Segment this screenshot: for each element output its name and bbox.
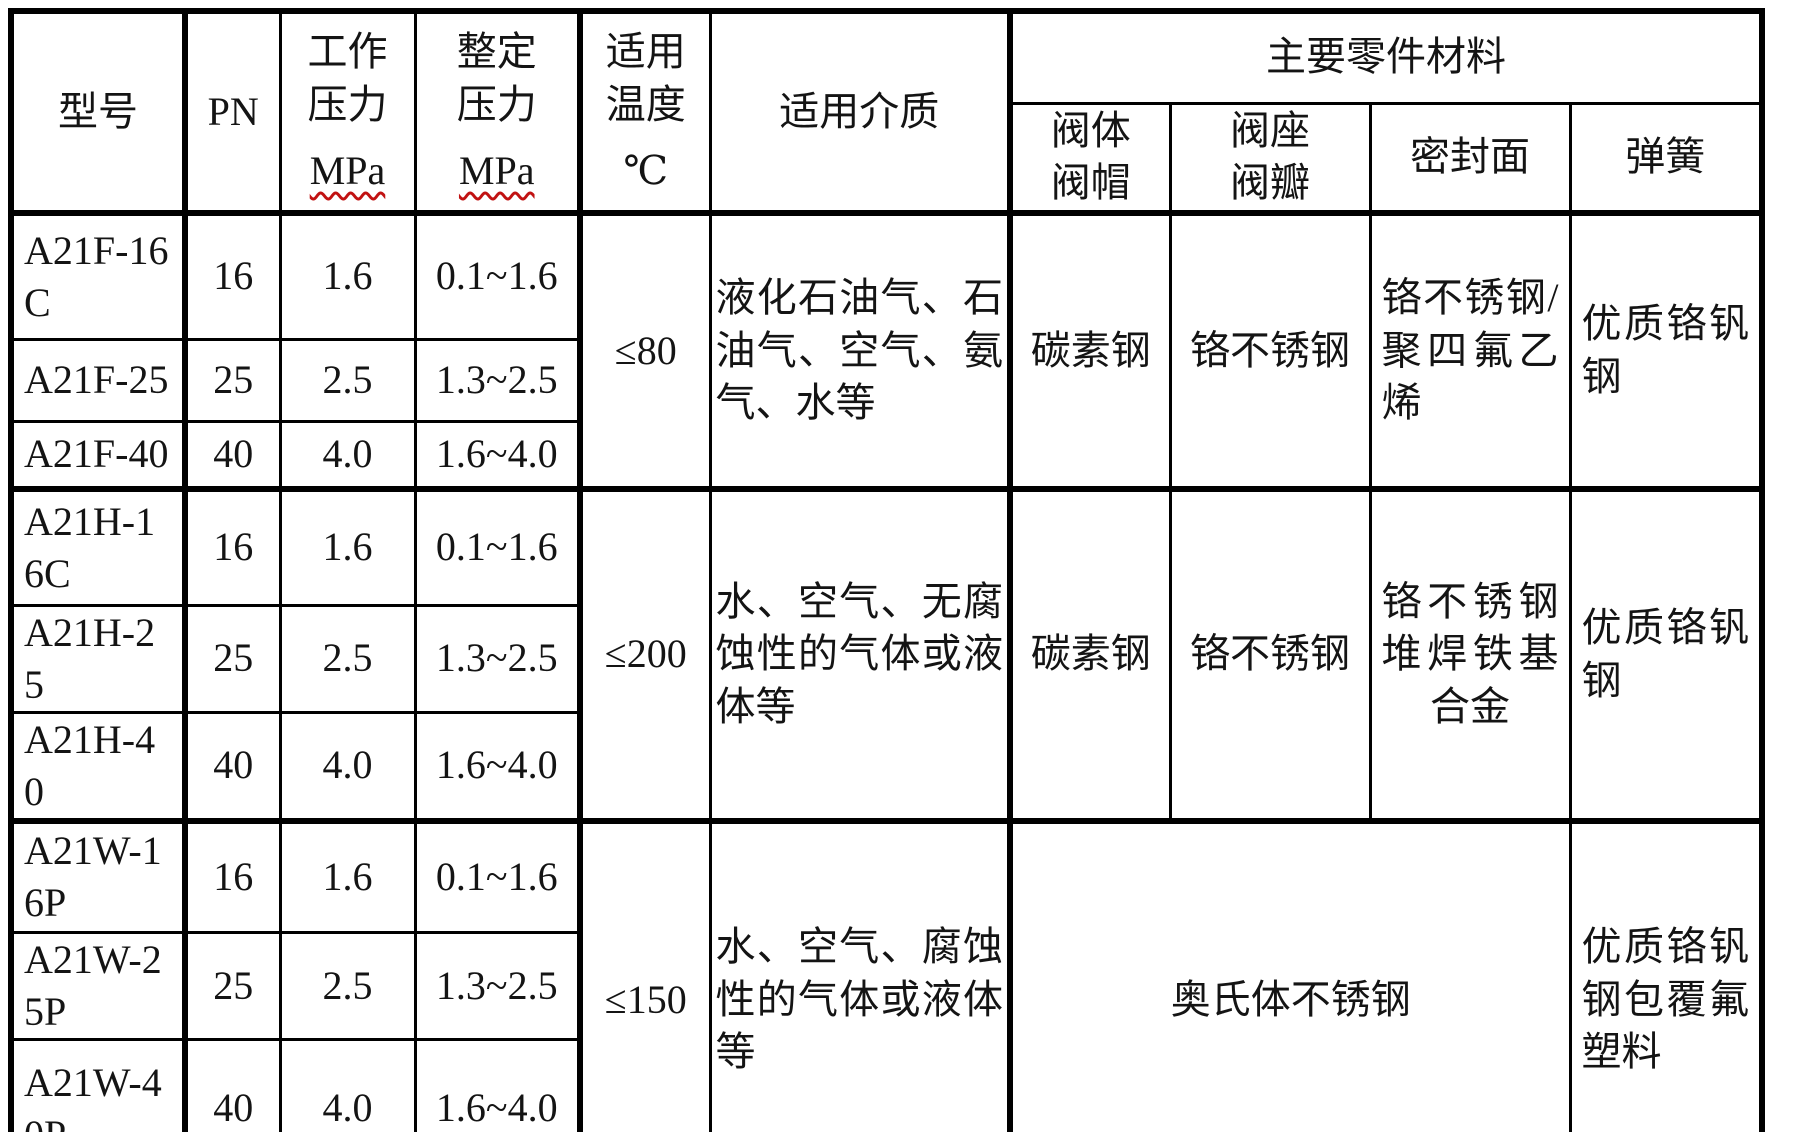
set-pressure-cell: 1.3~2.5 — [413, 931, 583, 1042]
model-cell: A21W-16P — [9, 817, 188, 935]
pn-cell: 16 — [183, 486, 282, 607]
header-materials-group: 主要零件材料 — [1008, 9, 1764, 105]
header-seat-disc: 阀座 阀瓣 — [1168, 101, 1372, 215]
table-row: A21H-25 25 2.5 1.3~2.5 — [9, 603, 1762, 714]
medium-cell: 水、空气、无腐蚀性的气体或液体等 — [708, 486, 1013, 823]
spring-cell: 优质铬钒钢包覆氟塑料 — [1568, 817, 1764, 1132]
header-temperature-label: 适用 温度 — [605, 28, 686, 127]
header-working-pressure-unit: MPa — [309, 148, 386, 194]
model-cell: A21F-25 — [9, 337, 188, 423]
temperature-cell: ≤150 — [578, 817, 712, 1132]
spring-cell: 优质铬钒钢 — [1568, 210, 1764, 491]
model-cell: A21H-40 — [9, 710, 188, 823]
table-row: A21H-40 40 4.0 1.6~4.0 — [9, 710, 1762, 823]
working-pressure-cell: 4.0 — [278, 419, 417, 491]
header-set-pressure-unit: MPa — [458, 148, 535, 194]
model-cell: A21F-40 — [9, 419, 188, 491]
set-pressure-cell: 1.6~4.0 — [413, 1038, 583, 1132]
model-cell: A21W-25P — [9, 931, 188, 1042]
pn-cell: 40 — [183, 710, 282, 823]
model-cell: A21W-40P — [9, 1038, 188, 1132]
pn-cell: 25 — [183, 603, 282, 714]
working-pressure-cell: 4.0 — [278, 710, 417, 823]
valve-spec-table: 型号 PN 工作 压力 MPa 整定 压力 MPa 适用 温度 ℃ 适用介质 主… — [8, 8, 1765, 1132]
header-spring: 弹簧 — [1568, 101, 1764, 215]
header-temperature: 适用 温度 ℃ — [578, 9, 712, 215]
sealing-surface-cell: 铬不锈钢/聚四氟乙烯 — [1368, 210, 1572, 491]
table-row: A21F-25 25 2.5 1.3~2.5 — [9, 337, 1762, 423]
pn-cell: 16 — [183, 817, 282, 935]
table-row: A21F-40 40 4.0 1.6~4.0 — [9, 419, 1762, 491]
model-cell: A21H-25 — [9, 603, 188, 714]
header-body-bonnet: 阀体 阀帽 — [1008, 101, 1172, 215]
header-row-sub: 阀体 阀帽 阀座 阀瓣 密封面 弹簧 — [11, 101, 1764, 215]
pn-cell: 16 — [183, 210, 282, 341]
model-cell: A21H-16C — [9, 486, 188, 607]
header-model: 型号 — [9, 9, 188, 215]
pn-cell: 25 — [183, 337, 282, 423]
set-pressure-cell: 0.1~1.6 — [413, 210, 583, 341]
pn-cell: 40 — [183, 419, 282, 491]
header-working-pressure: 工作 压力 MPa — [278, 9, 417, 215]
medium-cell: 液化石油气、石油气、空气、氨气、水等 — [708, 210, 1013, 491]
sealing-surface-cell: 铬不锈钢堆焊铁基合金 — [1368, 486, 1572, 823]
body-bonnet-cell: 碳素钢 — [1008, 486, 1172, 823]
header-set-pressure: 整定 压力 MPa — [413, 9, 583, 215]
working-pressure-cell: 1.6 — [278, 817, 417, 935]
set-pressure-cell: 1.6~4.0 — [413, 419, 583, 491]
pn-cell: 25 — [183, 931, 282, 1042]
header-row-group: 型号 PN 工作 压力 MPa 整定 压力 MPa 适用 温度 ℃ 适用介质 主… — [9, 9, 1764, 215]
working-pressure-cell: 1.6 — [278, 210, 417, 341]
seat-disc-cell: 铬不锈钢 — [1168, 210, 1372, 491]
table-row: A21W-16P 16 1.6 0.1~1.6 ≤150 水、空气、腐蚀性的气体… — [9, 817, 1764, 1132]
table-row: A21F-16C 16 1.6 0.1~1.6 ≤80 液化石油气、石油气、空气… — [9, 210, 1764, 491]
working-pressure-cell: 2.5 — [278, 931, 417, 1042]
spring-cell: 优质铬钒钢 — [1568, 486, 1764, 823]
header-set-pressure-label: 整定 压力 — [456, 28, 537, 127]
materials-combined-cell: 奥氏体不锈钢 — [1008, 817, 1572, 1132]
set-pressure-cell: 0.1~1.6 — [413, 817, 583, 935]
header-medium: 适用介质 — [708, 9, 1013, 215]
table-row: A21W-25P 25 2.5 1.3~2.5 — [9, 931, 1762, 1042]
body-bonnet-cell: 碳素钢 — [1008, 210, 1172, 491]
table-row: A21W-40P 40 4.0 1.6~4.0 — [9, 1038, 1762, 1132]
temperature-cell: ≤200 — [578, 486, 712, 823]
set-pressure-cell: 1.6~4.0 — [413, 710, 583, 823]
pn-cell: 40 — [183, 1038, 282, 1132]
header-sealing-surface: 密封面 — [1368, 101, 1572, 215]
working-pressure-cell: 2.5 — [278, 603, 417, 714]
seat-disc-cell: 铬不锈钢 — [1168, 486, 1372, 823]
header-pn: PN — [183, 9, 282, 215]
set-pressure-cell: 1.3~2.5 — [413, 603, 583, 714]
model-cell: A21F-16C — [9, 210, 188, 341]
header-temperature-unit: ℃ — [623, 148, 669, 194]
set-pressure-cell: 0.1~1.6 — [413, 486, 583, 607]
set-pressure-cell: 1.3~2.5 — [413, 337, 583, 423]
temperature-cell: ≤80 — [578, 210, 712, 491]
header-working-pressure-label: 工作 压力 — [307, 28, 388, 127]
working-pressure-cell: 4.0 — [278, 1038, 417, 1132]
working-pressure-cell: 1.6 — [278, 486, 417, 607]
table-row: A21H-16C 16 1.6 0.1~1.6 ≤200 水、空气、无腐蚀性的气… — [9, 486, 1764, 823]
working-pressure-cell: 2.5 — [278, 337, 417, 423]
medium-cell: 水、空气、腐蚀性的气体或液体等 — [708, 817, 1013, 1132]
